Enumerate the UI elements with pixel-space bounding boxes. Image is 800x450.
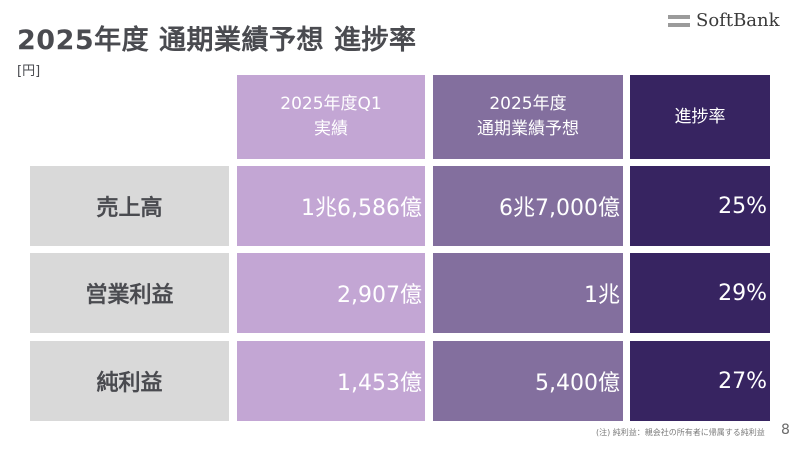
header-q1-line1: 2025年度Q1	[280, 94, 382, 114]
header-forecast-line2: 通期業績予想	[477, 119, 579, 139]
row-label-net-income: 純利益	[30, 341, 229, 421]
header-q1-line2: 実績	[314, 119, 348, 139]
header-q1-actual: 2025年度Q1 実績	[237, 75, 425, 159]
cell-q1-operating-income: 2,907億	[237, 253, 425, 333]
slide-title: 2025年度 通期業績予想 進捗率	[17, 25, 417, 56]
cell-q1-sales: 1兆6,586億	[237, 166, 425, 246]
cell-q1-net-income: 1,453億	[237, 341, 425, 421]
softbank-logo: SoftBank	[668, 10, 780, 31]
cell-progress-net-income: 27%	[630, 341, 770, 421]
row-label-sales: 売上高	[30, 166, 229, 246]
softbank-bars-icon	[668, 14, 690, 27]
header-progress-label: 進捗率	[674, 106, 726, 127]
header-progress: 進捗率	[630, 75, 770, 159]
logo-text: SoftBank	[696, 10, 780, 31]
page-number: 8	[781, 422, 790, 438]
cell-forecast-net-income: 5,400億	[433, 341, 623, 421]
cell-progress-sales: 25%	[630, 166, 770, 246]
cell-progress-operating-income: 29%	[630, 253, 770, 333]
header-forecast-line1: 2025年度	[489, 94, 567, 114]
unit-label: [円]	[17, 64, 41, 79]
row-label-operating-income: 営業利益	[30, 253, 229, 333]
cell-forecast-sales: 6兆7,000億	[433, 166, 623, 246]
cell-forecast-operating-income: 1兆	[433, 253, 623, 333]
header-forecast: 2025年度 通期業績予想	[433, 75, 623, 159]
footnote: (注) 純利益：親会社の所有者に帰属する純利益	[596, 428, 765, 437]
